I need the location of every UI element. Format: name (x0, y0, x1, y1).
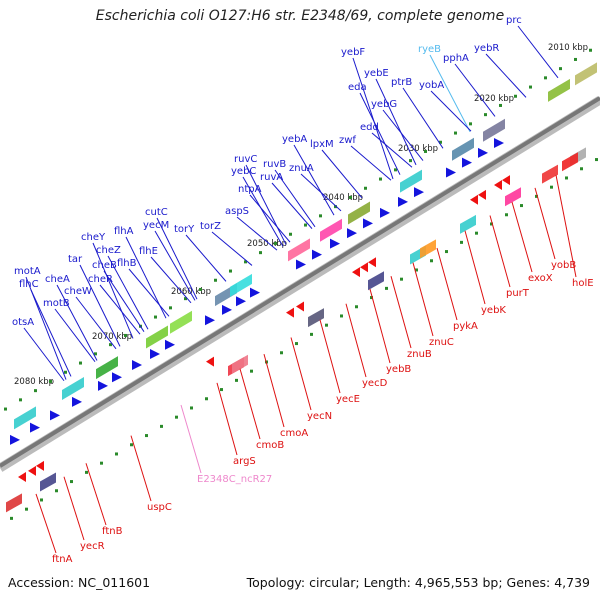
feature-tracks (4, 48, 598, 520)
scale-tick-2020: 2020 kbp (474, 94, 514, 104)
gene-label-ntpA[interactable]: ntpA (238, 184, 262, 195)
gene-label-flhC[interactable]: flhC (19, 279, 39, 290)
label-leaders (23, 25, 577, 554)
gene-label-argS[interactable]: argS (233, 456, 256, 467)
gene-label-yecN[interactable]: yecN (307, 411, 332, 422)
gene-label-ryeB[interactable]: ryeB (418, 44, 441, 55)
gene-label-znuC[interactable]: znuC (429, 337, 454, 348)
gene-label-yebC[interactable]: yebC (231, 166, 256, 177)
scale-tick-2040: 2040 kbp (323, 193, 363, 203)
genome-backbone-core (0, 96, 600, 468)
gene-label-ruvA[interactable]: ruvA (260, 172, 283, 183)
gene-label-aspS[interactable]: aspS (225, 206, 249, 217)
gene-label-flhE[interactable]: flhE (139, 246, 158, 257)
gene-label-zwf[interactable]: zwf (339, 135, 356, 146)
scale-tick-2030: 2030 kbp (398, 144, 438, 154)
gene-label-torY[interactable]: torY (174, 224, 195, 235)
gene-label-torZ[interactable]: torZ (200, 221, 221, 232)
gene-label-yebB[interactable]: yebB (386, 364, 411, 375)
gene-label-yebR[interactable]: yebR (474, 43, 499, 54)
gene-label-eda[interactable]: eda (348, 82, 367, 93)
gene-label-pphA[interactable]: pphA (443, 53, 469, 64)
gene-label-ruvB[interactable]: ruvB (263, 159, 286, 170)
gene-label-purT[interactable]: purT (506, 288, 530, 299)
gene-label-cheB[interactable]: cheB (92, 260, 117, 271)
gene-label-cheW[interactable]: cheW (64, 286, 92, 297)
gene-label-pykA[interactable]: pykA (453, 321, 478, 332)
gene-label-ptrB[interactable]: ptrB (391, 77, 412, 88)
map-title: Escherichia coli O127:H6 str. E2348/69, … (95, 8, 505, 24)
gene-label-znuB[interactable]: znuB (407, 349, 432, 360)
gene-label-cheY[interactable]: cheY (81, 232, 106, 243)
gene-label-lpxM[interactable]: lpxM (310, 139, 334, 150)
gene-label-flhA[interactable]: flhA (114, 226, 134, 237)
gene-label-yecD[interactable]: yecD (362, 378, 388, 389)
scale-tick-2050: 2050 kbp (247, 239, 287, 249)
gene-label-exoX[interactable]: exoX (528, 273, 553, 284)
gene-label-cmoB[interactable]: cmoB (256, 440, 284, 451)
gene-label-edd[interactable]: edd (360, 122, 379, 133)
gene-label-yebE[interactable]: yebE (364, 68, 389, 79)
gene-label-cheZ[interactable]: cheZ (96, 245, 121, 256)
gene-label-yebG[interactable]: yebG (371, 99, 397, 110)
gene-label-yebA[interactable]: yebA (282, 134, 307, 145)
gene-label-cutC[interactable]: cutC (145, 207, 168, 218)
gene-label-yecE[interactable]: yecE (336, 394, 360, 405)
gene-label-yecM[interactable]: yecM (143, 220, 169, 231)
gene-label-prc[interactable]: prc (506, 15, 522, 26)
gene-label-ruvC[interactable]: ruvC (234, 154, 257, 165)
gene-label-tar[interactable]: tar (68, 254, 83, 265)
gene-label-cheA[interactable]: cheA (45, 274, 70, 285)
gene-label-yobA[interactable]: yobA (419, 80, 444, 91)
gene-label-holE[interactable]: holE (572, 278, 594, 289)
scale-tick-2010: 2010 kbp (548, 43, 588, 53)
gene-label-yecR[interactable]: yecR (80, 541, 105, 552)
gene-label-cmoA[interactable]: cmoA (280, 428, 308, 439)
gene-label-E2348C_ncR27[interactable]: E2348C_ncR27 (197, 474, 272, 485)
gene-label-ftnA[interactable]: ftnA (52, 554, 73, 565)
gene-label-cheR[interactable]: cheR (88, 274, 113, 285)
gene-label-motB[interactable]: motB (43, 298, 70, 309)
gene-label-motA[interactable]: motA (14, 266, 41, 277)
gene-label-ftnB[interactable]: ftnB (102, 526, 123, 537)
gene-label-yobB[interactable]: yobB (551, 260, 576, 271)
gene-label-znuA[interactable]: znuA (289, 163, 314, 174)
gene-label-otsA[interactable]: otsA (12, 317, 34, 328)
gene-label-flhB[interactable]: flhB (117, 258, 137, 269)
gene-label-uspC[interactable]: uspC (147, 502, 172, 513)
gene-label-yebF[interactable]: yebF (341, 47, 365, 58)
gene-label-yebK[interactable]: yebK (481, 305, 506, 316)
genome-summary-text: Topology: circular; Length: 4,965,553 bp… (246, 575, 590, 590)
accession-text: Accession: NC_011601 (8, 575, 151, 590)
scale-tick-2060: 2060 kbp (171, 287, 211, 297)
scale-tick-2070: 2070 kbp (92, 332, 132, 342)
scale-tick-2080: 2080 kbp (14, 377, 54, 387)
